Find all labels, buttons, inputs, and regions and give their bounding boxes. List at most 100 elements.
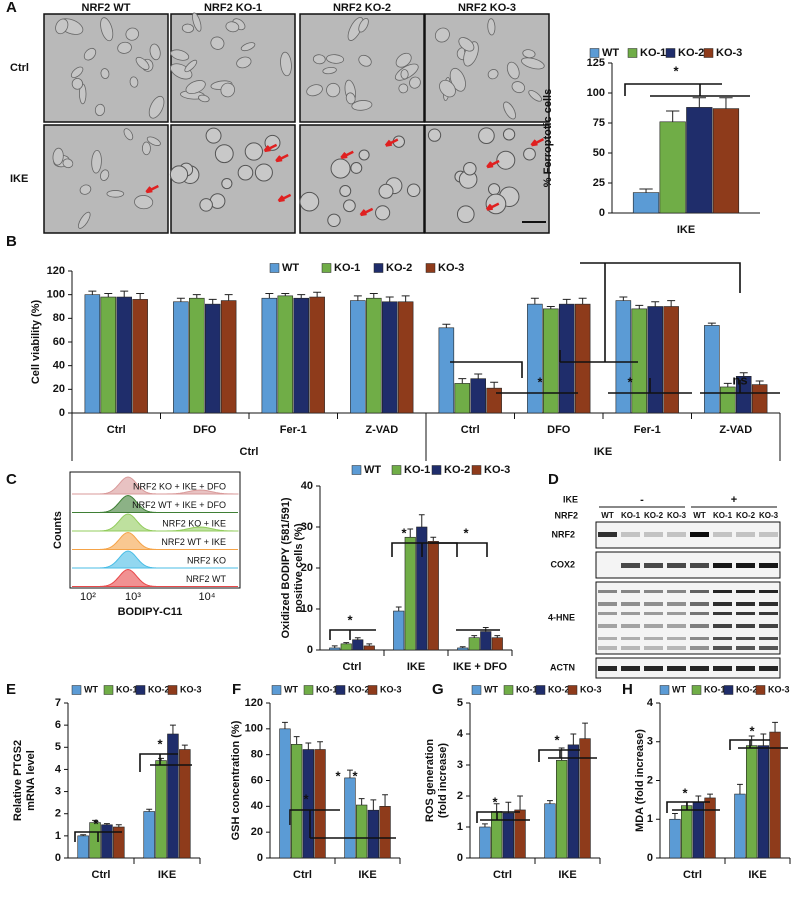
x-tick-label: Z-VAD [719, 424, 752, 436]
blot-band [667, 563, 686, 568]
blot-band [690, 624, 709, 628]
blot-band [621, 563, 640, 568]
legend-label: KO-2 [678, 47, 704, 59]
y-tick-label: 2 [55, 808, 61, 820]
y-tick-label: 5 [55, 741, 61, 753]
x-tick-label: DFO [547, 424, 571, 436]
blot-lane-label: WT [693, 511, 706, 520]
cell [506, 61, 520, 80]
y-tick-label: 0 [599, 207, 605, 219]
error-bar [578, 297, 587, 305]
blot-genotype-label: NRF2 [554, 510, 578, 520]
cell [198, 94, 210, 103]
error-bar [169, 724, 176, 734]
legend-label: KO-3 [380, 684, 402, 694]
bar [355, 804, 368, 859]
y-axis-label: Relative PTGS2 [12, 740, 24, 821]
bar [734, 793, 746, 859]
x-tick-label: Ctrl [92, 869, 111, 881]
x-tick-label: IKE [358, 869, 376, 881]
y-tick-label: 100 [245, 723, 263, 735]
blot-band [621, 612, 640, 615]
cell [236, 56, 252, 69]
bar [558, 303, 575, 414]
significance-label: * [335, 768, 341, 783]
error-bar [104, 292, 113, 298]
cell [240, 42, 256, 52]
cell [322, 66, 337, 75]
blot-band [736, 612, 755, 615]
legend-label: KO-3 [716, 47, 742, 59]
error-bar [517, 795, 523, 810]
error-bar [582, 722, 588, 739]
bar [309, 296, 325, 414]
bar [381, 301, 398, 414]
arrow [340, 150, 354, 160]
legend-label: WT [484, 684, 498, 694]
bar [329, 647, 341, 651]
y-tick-label: 4 [457, 728, 464, 740]
cell [351, 100, 373, 111]
error-bar [282, 721, 288, 729]
significance-bracket [478, 361, 523, 378]
bar [769, 731, 781, 859]
y-tick-label: 0 [307, 644, 313, 656]
bar [712, 108, 740, 214]
blot-band [690, 666, 709, 671]
error-bar [723, 382, 732, 387]
legend-label: WT [284, 684, 298, 694]
flow-histogram [72, 513, 239, 532]
flow-track-label: NRF2 WT [186, 574, 226, 584]
bar [745, 745, 758, 859]
blot-band [690, 637, 709, 640]
legend-swatch [391, 465, 402, 475]
x-tick-label: Ctrl [293, 869, 312, 881]
blot-band [644, 602, 663, 606]
blot-band [736, 637, 755, 640]
x-tick-label: Z-VAD [365, 424, 398, 436]
blot-band [759, 602, 778, 606]
legend-label: KO-1 [640, 47, 666, 59]
y-tick-label: 100 [47, 289, 65, 301]
blot-band [598, 590, 617, 593]
x-tick-label: Ctrl [343, 661, 362, 673]
error-bar [639, 188, 653, 193]
cell [129, 76, 139, 88]
error-bar [719, 97, 733, 109]
cell [149, 43, 161, 61]
error-bar [313, 291, 322, 298]
legend-swatch [303, 685, 314, 695]
panel-letter: C [6, 471, 17, 488]
group-label: IKE [594, 446, 612, 458]
significance-bracket [289, 809, 340, 825]
bar [757, 745, 769, 859]
blot-band [690, 532, 709, 537]
cell [141, 141, 151, 156]
flow-x-tick-label: 10³ [125, 591, 141, 603]
blot-band [759, 612, 778, 615]
bar [647, 306, 663, 414]
y-tick-label: 50 [593, 147, 605, 159]
y-tick-label: 75 [593, 117, 605, 129]
cell [106, 190, 125, 198]
x-tick-label: Fer-1 [634, 424, 661, 436]
y-tick-label: 20 [301, 562, 313, 574]
blot-band [644, 624, 663, 628]
x-tick-label: IKE [748, 869, 766, 881]
blot-lane-label: KO-3 [667, 511, 687, 520]
y-tick-label: 2 [457, 790, 463, 802]
bar [397, 301, 414, 414]
cell [52, 147, 64, 166]
bar [290, 744, 303, 859]
cell [254, 163, 273, 182]
significance-label: * [673, 63, 679, 78]
blot-band [713, 590, 732, 593]
error-bar [293, 736, 300, 745]
bar [427, 541, 439, 651]
bar [277, 295, 294, 414]
legend-label: KO-2 [148, 684, 170, 694]
y-axis-label: positive cells (%) [293, 523, 305, 613]
error-bar [401, 295, 410, 302]
legend-label: KO-2 [348, 684, 370, 694]
significance-label: * [303, 791, 309, 806]
